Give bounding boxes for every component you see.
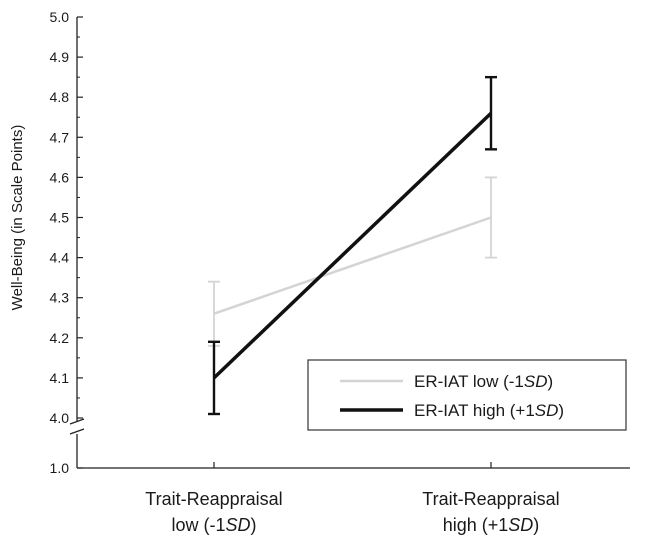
y-tick-label: 4.9	[50, 49, 70, 65]
x-category-label: high (+1SD)	[443, 515, 540, 535]
y-tick-label: 4.8	[50, 89, 70, 105]
series-line-er-iat-high	[212, 111, 493, 380]
axis-break-mark	[69, 418, 85, 425]
axis-break-mark	[69, 428, 85, 435]
y-tick-label: 4.7	[50, 129, 70, 145]
x-category-label: low (-1SD)	[171, 515, 256, 535]
series-line-er-iat-low	[213, 216, 492, 315]
y-tick-label: 4.5	[50, 210, 70, 226]
y-tick-label: 4.4	[50, 250, 70, 266]
y-axis-title: Well-Being (in Scale Points)	[9, 125, 26, 311]
y-tick-label: 4.6	[50, 169, 70, 185]
legend-label: ER-IAT low (-1SD)	[414, 372, 553, 391]
y-tick-label: 5.0	[50, 9, 70, 25]
y-tick-label: 1.0	[50, 460, 70, 476]
x-category-label: Trait-Reappraisal	[422, 489, 559, 509]
y-tick-label: 4.3	[50, 290, 70, 306]
y-tick-label: 4.2	[50, 330, 70, 346]
x-category-label: Trait-Reappraisal	[145, 489, 282, 509]
y-tick-label: 4.0	[50, 410, 70, 426]
legend-label: ER-IAT high (+1SD)	[414, 401, 564, 420]
y-tick-label: 4.1	[50, 370, 70, 386]
legend-box	[307, 359, 627, 431]
